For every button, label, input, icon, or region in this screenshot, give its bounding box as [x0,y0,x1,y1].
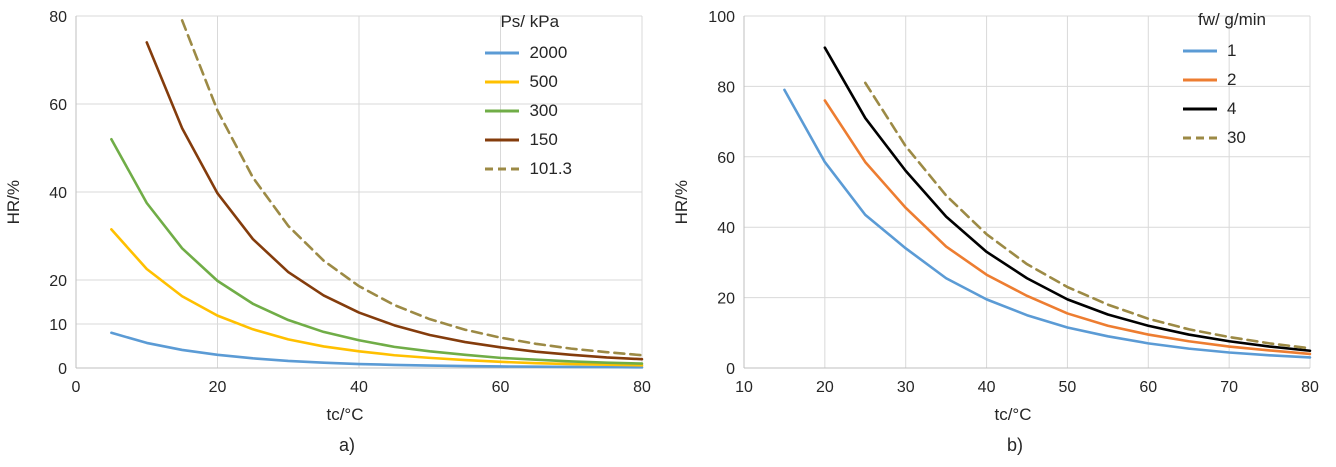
legend-label: 101.3 [529,159,572,178]
legend-label: 2 [1226,70,1237,89]
legend-label: 2000 [529,43,568,62]
y-tick-label: 80 [717,79,735,96]
x-tick-label: 40 [978,379,996,396]
legend-item-101.3: 101.3 [484,159,572,179]
legend-line-swatch [485,138,520,142]
x-tick-label: 40 [350,379,368,396]
y-tick-label: 0 [58,361,67,378]
plot-row-a: HR/% 0 10 20 40 60 80 0 20 40 60 80 Ps/ kPa 2000 500… [0,2,668,402]
legend-line-swatch [485,51,520,55]
series-line-2000 [110,331,644,369]
legend-item-1: 1 [1182,41,1266,61]
y-tick-label: 40 [717,220,735,237]
legend-label: 1 [1226,41,1237,60]
legend-item-4: 4 [1182,99,1266,119]
x-axis-title-b: tc/°C [994,405,1032,424]
legend-line-swatch [485,109,520,113]
legend-line-swatch [485,167,520,171]
series-line-101.3 [180,19,644,357]
x-tick-label: 0 [72,379,81,396]
legend: fw/ g/min 1 2 4 30 [1182,10,1266,148]
series-line-2 [823,99,1312,356]
y-tick-label: 60 [717,150,735,167]
legend-title: Ps/ kPa [500,12,560,31]
legend-line-swatch [1182,107,1217,111]
panel-caption-b: b) [1006,435,1023,455]
y-tick-label: 0 [726,361,735,378]
y-axis-title-cell-b: HR/% [668,2,696,402]
x-tick-label: 60 [1139,379,1157,396]
y-axis-title-b: HR/% [672,179,691,225]
legend-item-30: 30 [1182,128,1266,148]
legend-line-swatch [1182,78,1217,82]
legend-item-500: 500 [484,72,572,92]
legend-label: 300 [529,101,558,120]
x-tick-label: 50 [1059,379,1077,396]
chart-panel-a: HR/% 0 10 20 40 60 80 0 20 40 60 80 Ps/ kPa 2000 500… [0,2,668,467]
y-tick-label: 80 [49,9,67,26]
y-tick-label: 60 [49,97,67,114]
x-axis-title-a: tc/°C [326,405,364,424]
y-tick-label: 100 [708,9,735,26]
plot-area-a: 0 10 20 40 60 80 0 20 40 60 80 Ps/ kPa 2000 500 300 15… [28,2,668,402]
x-tick-label: 20 [816,379,834,396]
series-line-1 [783,88,1312,359]
legend-label: 500 [529,72,558,91]
y-axis-title-cell-a: HR/% [0,2,28,402]
legend-item-150: 150 [484,130,572,150]
y-tick-label: 20 [717,291,735,308]
x-tick-label: 60 [492,379,510,396]
series-line-4 [823,46,1312,353]
x-tick-label: 70 [1220,379,1238,396]
x-tick-label: 80 [1301,379,1319,396]
y-tick-label: 40 [49,185,67,202]
legend-title: fw/ g/min [1197,10,1266,29]
plot-row-b: HR/% 0 20 40 60 80 100 10 20 30 40 50 60 70 80 fw/ g/… [668,2,1336,402]
x-tick-label: 30 [897,379,915,396]
series-line-150 [145,41,644,361]
y-axis-title-a: HR/% [4,179,23,225]
chart-a-svg: 0 10 20 40 60 80 0 20 40 60 80 [49,9,651,396]
x-tick-label: 80 [633,379,651,396]
series-line-30 [863,81,1312,350]
legend-item-2000: 2000 [484,43,572,63]
y-tick-label: 10 [49,317,67,334]
series-line-300 [110,137,644,365]
panel-caption-a: a) [338,435,355,455]
legend-item-300: 300 [484,101,572,121]
legend-line-swatch [1182,49,1217,53]
x-tick-label: 20 [209,379,227,396]
legend-label: 30 [1226,128,1246,147]
legend-label: 4 [1226,99,1237,118]
y-tick-label: 20 [49,273,67,290]
legend-label: 150 [529,130,558,149]
legend: Ps/ kPa 2000 500 300 150 101.3 [484,12,572,179]
x-tick-label: 10 [735,379,753,396]
legend-line-swatch [485,80,520,84]
chart-b-svg: 0 20 40 60 80 100 10 20 30 40 50 60 70 80 [708,9,1319,396]
series-line-500 [110,228,644,367]
plot-area-b: 0 20 40 60 80 100 10 20 30 40 50 60 70 80 fw/ g/min 1 2… [696,2,1336,402]
chart-panel-b: HR/% 0 20 40 60 80 100 10 20 30 40 50 60 70 80 fw/ g/… [668,2,1336,467]
legend-item-2: 2 [1182,70,1266,90]
legend-line-swatch [1182,136,1217,140]
